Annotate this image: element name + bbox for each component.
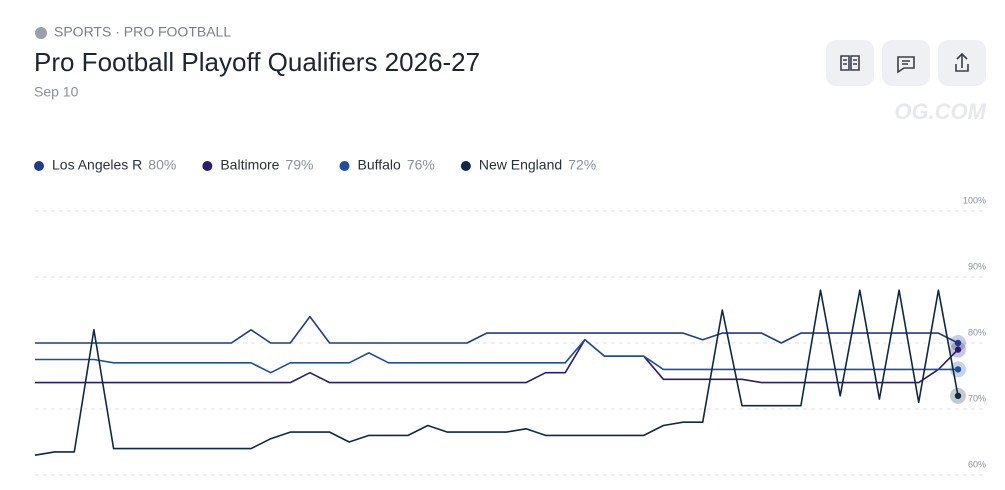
category: SPORTS · PRO FOOTBALL	[54, 24, 231, 40]
series-line	[35, 338, 959, 384]
end-dot	[954, 339, 962, 347]
subtitle: Sep 10	[34, 84, 79, 100]
category-icon	[35, 27, 47, 39]
chart-title: Pro Football Playoff Qualifiers 2026-27	[34, 47, 480, 77]
doc-icon	[840, 55, 860, 71]
share-icon	[955, 52, 969, 72]
watermark: OG.COM	[894, 99, 986, 124]
y-tick-label: 60%	[968, 459, 986, 469]
y-tick-label: 70%	[968, 393, 986, 403]
end-dot	[954, 366, 962, 373]
end-dot	[954, 346, 962, 353]
legend-value: 79%	[285, 157, 313, 173]
legend-value: 76%	[407, 157, 435, 173]
legend-dot	[202, 161, 213, 171]
legend-name: Baltimore	[220, 157, 279, 173]
series-line	[35, 338, 958, 374]
legend-name: Buffalo	[358, 157, 402, 173]
y-tick-label: 90%	[968, 261, 986, 271]
series-line	[34, 289, 959, 456]
comment-button[interactable]	[882, 40, 930, 86]
legend-name: Los Angeles R	[52, 157, 142, 173]
legend-dot	[339, 161, 350, 171]
legend-name: New England	[479, 157, 562, 173]
action-buttons	[826, 40, 986, 86]
end-dot	[954, 392, 962, 399]
doc-button[interactable]	[826, 40, 874, 86]
comment-icon	[897, 56, 915, 74]
series-line	[35, 315, 959, 344]
legend-value: 80%	[148, 157, 176, 173]
y-tick-label: 80%	[968, 327, 986, 337]
legend-dot	[460, 161, 471, 171]
y-tick-label: 100%	[963, 195, 986, 205]
legend-value: 72%	[568, 157, 596, 173]
legend-dot	[34, 161, 44, 171]
